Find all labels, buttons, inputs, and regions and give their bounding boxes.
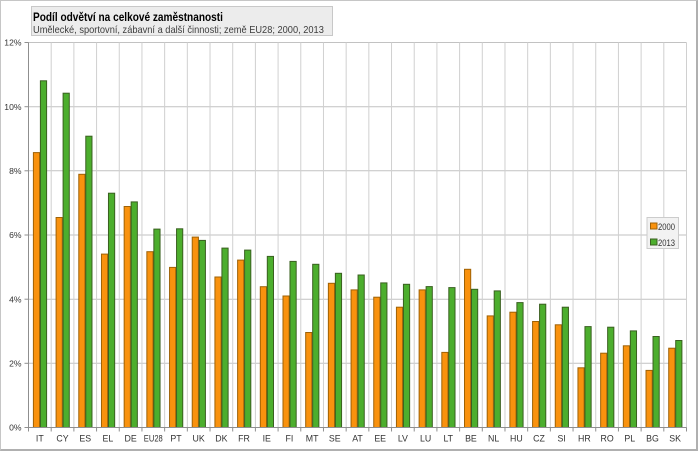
svg-text:HU: HU	[510, 434, 523, 444]
svg-text:SK: SK	[669, 434, 681, 444]
svg-text:SI: SI	[558, 434, 566, 444]
svg-text:EL: EL	[103, 434, 114, 444]
svg-text:DK: DK	[215, 434, 227, 444]
svg-text:LU: LU	[420, 434, 431, 444]
svg-text:CY: CY	[56, 434, 68, 444]
svg-text:PL: PL	[624, 434, 635, 444]
svg-text:12%: 12%	[4, 38, 22, 48]
svg-text:SE: SE	[329, 434, 341, 444]
svg-text:IT: IT	[36, 434, 44, 444]
svg-text:UK: UK	[193, 434, 205, 444]
svg-text:HR: HR	[578, 434, 591, 444]
svg-text:4%: 4%	[9, 294, 22, 304]
svg-text:6%: 6%	[9, 230, 22, 240]
svg-text:2000: 2000	[658, 222, 675, 233]
svg-text:ES: ES	[79, 434, 91, 444]
svg-text:0%: 0%	[9, 423, 22, 433]
svg-text:8%: 8%	[9, 166, 22, 176]
svg-text:IE: IE	[263, 434, 271, 444]
svg-text:EE: EE	[374, 434, 386, 444]
svg-text:CZ: CZ	[533, 434, 545, 444]
svg-text:LT: LT	[443, 434, 453, 444]
svg-text:BE: BE	[465, 434, 477, 444]
svg-text:MT: MT	[306, 434, 319, 444]
svg-text:2%: 2%	[9, 358, 22, 368]
svg-text:EU28: EU28	[144, 434, 163, 444]
svg-text:LV: LV	[398, 434, 408, 444]
svg-text:DE: DE	[124, 434, 136, 444]
svg-text:RO: RO	[600, 434, 613, 444]
svg-text:BG: BG	[646, 434, 659, 444]
svg-text:FR: FR	[238, 434, 250, 444]
svg-text:NL: NL	[488, 434, 499, 444]
svg-text:FI: FI	[286, 434, 294, 444]
svg-text:2013: 2013	[658, 238, 675, 249]
svg-text:PT: PT	[170, 434, 182, 444]
svg-text:AT: AT	[352, 434, 363, 444]
svg-text:10%: 10%	[4, 102, 22, 112]
